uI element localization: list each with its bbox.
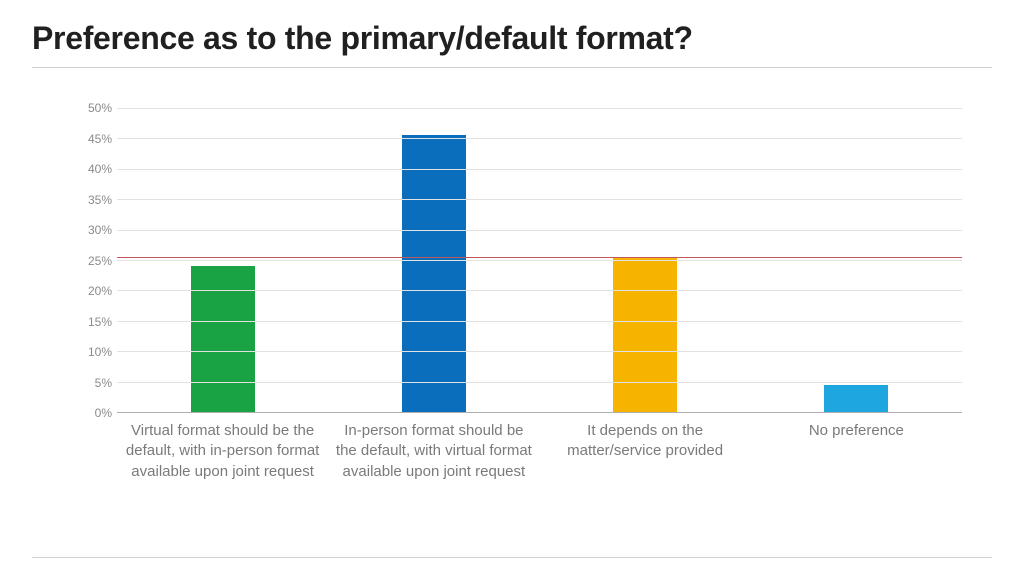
plot-area [117, 108, 962, 413]
gridline [117, 169, 962, 170]
slide: Preference as to the primary/default for… [0, 0, 1024, 576]
gridline [117, 138, 962, 139]
x-category-label: No preference [751, 421, 962, 482]
y-tick-label: 45% [88, 132, 112, 146]
bar [402, 135, 466, 412]
y-tick-label: 5% [95, 376, 112, 390]
gridline [117, 290, 962, 291]
bar [191, 266, 255, 412]
y-tick-label: 10% [88, 345, 112, 359]
gridline [117, 108, 962, 109]
gridline [117, 199, 962, 200]
reference-line [117, 257, 962, 259]
bar [613, 257, 677, 412]
x-category-label: In-person format should be the default, … [328, 421, 539, 482]
gridline [117, 260, 962, 261]
y-tick-label: 40% [88, 162, 112, 176]
gridline [117, 230, 962, 231]
y-tick-label: 25% [88, 254, 112, 268]
gridline [117, 382, 962, 383]
y-tick-label: 20% [88, 284, 112, 298]
footer-divider [32, 557, 992, 558]
y-tick-label: 50% [88, 101, 112, 115]
bar-chart: 0%5%10%15%20%25%30%35%40%45%50% Virtual … [62, 108, 962, 508]
x-axis-labels: Virtual format should be the default, wi… [117, 421, 962, 482]
page-title: Preference as to the primary/default for… [32, 20, 992, 68]
y-tick-label: 0% [95, 406, 112, 420]
y-tick-label: 35% [88, 193, 112, 207]
y-tick-label: 15% [88, 315, 112, 329]
x-category-label: Virtual format should be the default, wi… [117, 421, 328, 482]
bar [824, 385, 888, 412]
gridline [117, 321, 962, 322]
x-category-label: It depends on the matter/service provide… [540, 421, 751, 482]
gridline [117, 351, 962, 352]
y-tick-label: 30% [88, 223, 112, 237]
